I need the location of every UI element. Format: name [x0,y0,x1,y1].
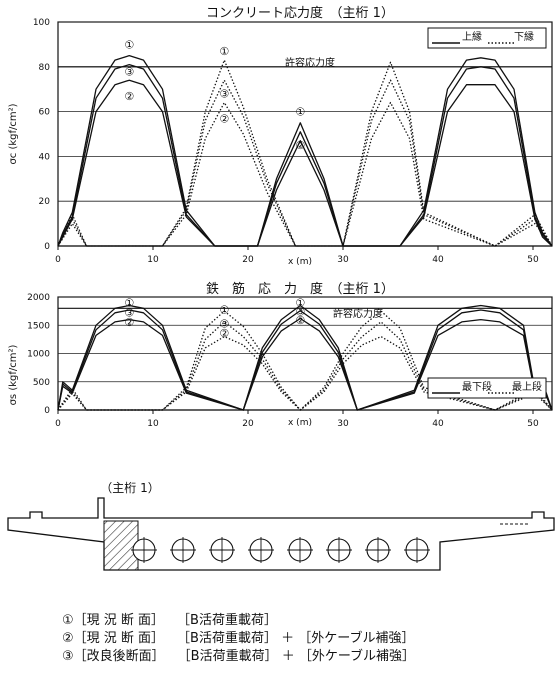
chart2-legend-label-dotted: 最上段 [512,380,542,393]
x-tick-label: 50 [527,255,539,265]
x-tick-label: 10 [147,255,159,265]
chart2-x-axis-label: x (m) [288,418,312,428]
caption-1: ①［現 況 断 面］ ［B活荷重載荷］ [62,612,277,629]
chart1-limit-label: 許容応力度 [285,56,335,69]
chart2-series [57,304,553,411]
y-tick-label: 20 [39,197,51,207]
caption-1-number: ① [62,613,74,628]
x-tick-label: 10 [147,419,159,429]
chart2-y-axis-label: σs (kgf/cm²) [8,345,19,406]
rebar-stress-chart: 鉄 筋 応 力 度 （主桁 1） 0 500 1000 1500 2000 0 10 20 3… [8,281,553,429]
x-tick-label: 40 [432,419,444,429]
x-tick-label: 0 [55,255,61,265]
caption-2-number: ② [62,631,74,646]
case-marker: ② [219,327,229,340]
y-tick-label: 0 [44,242,50,252]
case-marker: ② [219,112,229,125]
chart1-series [57,54,553,247]
chart2-x-ticks: 0 10 20 30 40 50 [55,410,539,429]
case-marker: ① [295,297,305,310]
girder-hatched-region [103,520,139,571]
series-line-dotted-6 [57,101,553,247]
chart1-legend-label-solid: 上縁 [462,30,482,43]
y-tick-label: 2000 [27,293,50,303]
caption-2-text: ［現 況 断 面］ ［B活荷重載荷］ ＋ ［外ケーブル補強］ [73,631,415,646]
case-marker: ① [124,297,134,310]
x-tick-label: 30 [337,419,349,429]
caption-2: ②［現 況 断 面］ ［B活荷重載荷］ ＋ ［外ケーブル補強］ [62,630,414,647]
x-tick-label: 0 [55,419,61,429]
caption-3-number: ③ [62,649,74,664]
y-tick-label: 60 [39,108,51,118]
case-marker: ② [295,139,305,152]
y-tick-label: 1500 [27,321,50,331]
series-line-solid-1 [57,304,553,411]
chart1-markers: ① ③ ② ① ③ ② ① ② [124,38,305,152]
chart2-title: 鉄 筋 応 力 度 （主桁 1） [206,281,394,297]
chart1-y-axis-label: σc (kgf/cm²) [8,103,19,164]
series-line-dotted-4 [57,59,553,247]
case-marker: ② [295,314,305,327]
x-tick-label: 40 [432,255,444,265]
case-marker: ① [219,303,229,316]
case-marker: ① [219,45,229,58]
caption-3-text: ［改良後断面］ ［B活荷重載荷］ ＋ ［外ケーブル補強］ [73,649,416,664]
chart1-y-ticks: 0 20 40 60 80 100 [33,18,50,252]
chart1-x-axis-label: x (m) [288,257,312,267]
girder-duct-circles [131,537,430,563]
chart2-y-ticks: 0 500 1000 1500 2000 [27,293,50,416]
series-line-solid-1 [57,54,553,247]
series-line-solid-2 [57,63,553,247]
y-tick-label: 1000 [27,350,50,360]
chart1-legend: 上縁 下縁 [427,27,547,49]
case-marker: ③ [219,88,229,101]
case-marker: ③ [295,306,305,319]
series-line-solid-3 [57,317,553,411]
x-tick-label: 20 [242,419,254,429]
caption-1-text: ［現 況 断 面］ ［B活荷重載荷］ [73,613,277,628]
chart1-x-ticks: 0 10 20 30 40 50 [55,246,539,265]
case-marker: ② [124,90,134,103]
girder-outline [7,497,555,571]
chart1-legend-label-dotted: 下縁 [514,30,534,43]
series-line-dotted-4 [57,310,553,411]
chart1-title: コンクリート応力度 （主桁 1） [206,5,394,21]
x-tick-label: 30 [337,255,349,265]
x-tick-label: 50 [527,419,539,429]
chart2-legend-label-solid: 最下段 [462,380,492,393]
y-tick-label: 500 [33,378,50,388]
chart1-grid [58,21,552,247]
y-tick-label: 40 [39,152,51,162]
series-line-dotted-5 [57,321,553,411]
cross-section-label: （主桁 1） [100,481,159,495]
concrete-stress-chart: コンクリート応力度 （主桁 1） 0 20 40 60 80 100 0 10 20 30 40 5… [8,5,553,267]
case-marker: ① [295,106,305,119]
case-marker: ③ [124,306,134,319]
x-tick-label: 20 [242,255,254,265]
series-line-dotted-6 [57,335,553,411]
chart2-limit-label: 許容応力度 [333,307,383,320]
case-marker: ② [124,316,134,329]
y-tick-label: 80 [39,63,51,73]
case-marker: ③ [124,65,134,78]
chart2-legend: 最下段 最上段 [427,377,547,399]
case-marker: ① [124,38,134,51]
girder-cross-section: （主桁 1） [7,481,555,571]
case-marker: ③ [219,318,229,331]
series-line-solid-3 [57,79,553,247]
caption-3: ③［改良後断面］ ［B活荷重載荷］ ＋ ［外ケーブル補強］ [62,648,415,665]
series-line-solid-2 [57,309,553,411]
y-tick-label: 100 [33,18,50,28]
y-tick-label: 0 [44,406,50,416]
